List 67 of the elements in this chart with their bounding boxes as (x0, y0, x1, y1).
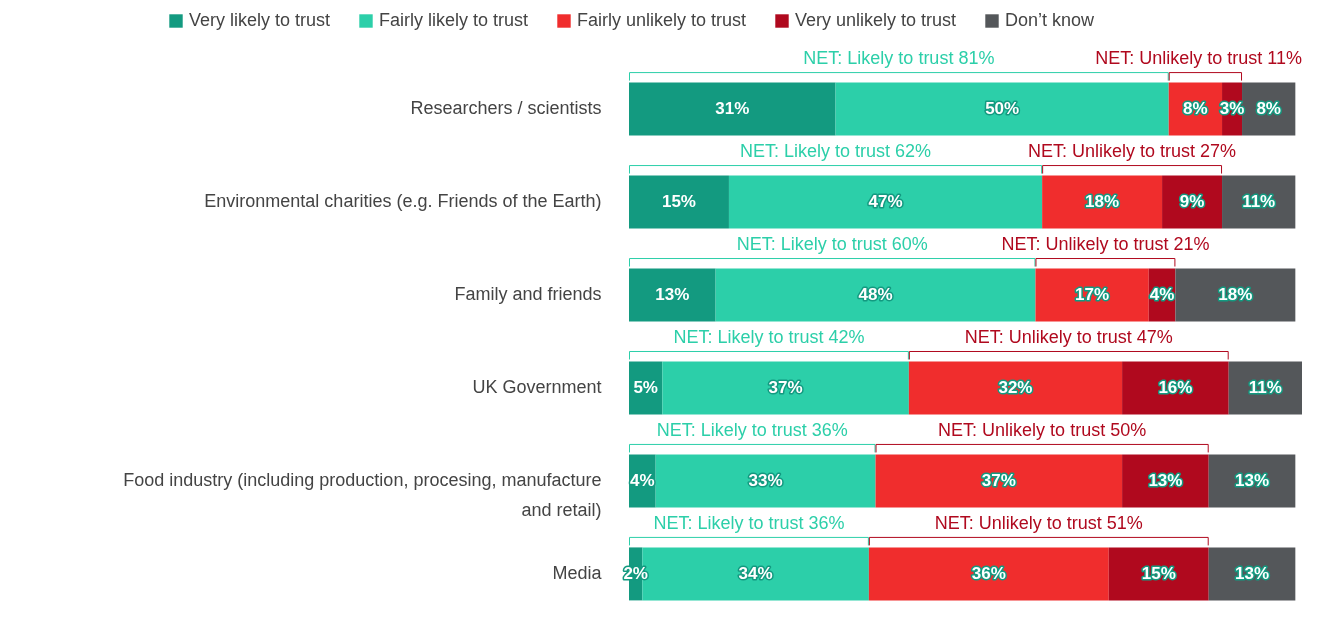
bar (728, 175, 1043, 229)
annotation: NET: Unlikely to trust 11% (1095, 48, 1302, 69)
data-label: 50% (985, 99, 1020, 119)
data-label: 17% (1075, 285, 1110, 305)
data-label: 13% (1148, 470, 1183, 490)
annotation: NET: Likely to trust 36% (656, 419, 848, 440)
bar (655, 454, 876, 508)
annotation: NET: Likely to trust 60% (736, 234, 928, 255)
data-label: 37% (981, 470, 1016, 490)
bar (1122, 361, 1229, 415)
annotation: NET: Unlikely to trust 27% (1028, 141, 1237, 162)
y-tick-label: Family and friends (454, 284, 602, 305)
y-tick-label: Environmental charities (e.g. Friends of the Earth) (204, 191, 602, 212)
data-label: 4% (630, 470, 655, 490)
bar (1108, 547, 1209, 601)
y-tick-label: Food industry (including production, procesing, manufacture and retail) (123, 469, 602, 520)
data-label: 16% (1158, 377, 1193, 397)
bar (868, 547, 1109, 601)
legend-label: Don’t know (1005, 10, 1096, 30)
data-label: 5% (633, 377, 658, 397)
data-label: 8% (1256, 99, 1281, 119)
legend-label: Very unlikely to trust (795, 10, 957, 30)
data-label: 31% (715, 99, 750, 119)
data-label: 15% (661, 192, 696, 212)
legend-label: Very likely to trust (189, 10, 331, 30)
data-label: 15% (1141, 563, 1176, 583)
bar (662, 361, 909, 415)
annotation: NET: Unlikely to trust 51% (934, 512, 1143, 533)
y-tick-label: Researchers / scientists (410, 98, 602, 119)
bar (1035, 268, 1149, 322)
data-label: 47% (868, 192, 903, 212)
data-label: 36% (971, 563, 1006, 583)
bar (1042, 175, 1163, 229)
data-label: 13% (1235, 563, 1270, 583)
data-label: 34% (738, 563, 773, 583)
annotation: NET: Unlikely to trust 47% (964, 326, 1173, 347)
data-label: 9% (1179, 192, 1205, 212)
data-label: 32% (998, 377, 1033, 397)
data-label: 18% (1218, 285, 1253, 305)
bar (1175, 268, 1296, 322)
data-label: 37% (768, 377, 803, 397)
data-label: 18% (1085, 192, 1120, 212)
y-tick-label: Media (552, 562, 603, 583)
legend-label: Fairly likely to trust (379, 10, 529, 30)
data-label: 11% (1242, 192, 1276, 212)
y-tick-label: UK Government (472, 376, 602, 397)
bar (875, 454, 1123, 508)
data-label: 11% (1248, 377, 1282, 397)
data-label: 8% (1183, 99, 1208, 119)
bar (908, 361, 1123, 415)
legend-label: Fairly unlikely to trust (577, 10, 747, 30)
data-label: 33% (748, 470, 783, 490)
annotation: NET: Likely to trust 36% (653, 512, 845, 533)
bar (835, 82, 1169, 136)
annotation: NET: Unlikely to trust 50% (938, 419, 1147, 440)
bar (715, 268, 1036, 322)
data-label: 13% (655, 285, 690, 305)
bar (629, 82, 836, 136)
data-label: 48% (858, 285, 893, 305)
annotation: NET: Likely to trust 42% (673, 326, 865, 347)
bar (629, 175, 729, 229)
annotation: NET: Likely to trust 62% (740, 141, 932, 162)
data-label: 13% (1235, 470, 1270, 490)
annotation: NET: Likely to trust 81% (803, 48, 995, 69)
annotation: NET: Unlikely to trust 21% (1001, 234, 1210, 255)
data-label: 4% (1149, 285, 1175, 305)
data-label: 3% (1219, 99, 1245, 119)
